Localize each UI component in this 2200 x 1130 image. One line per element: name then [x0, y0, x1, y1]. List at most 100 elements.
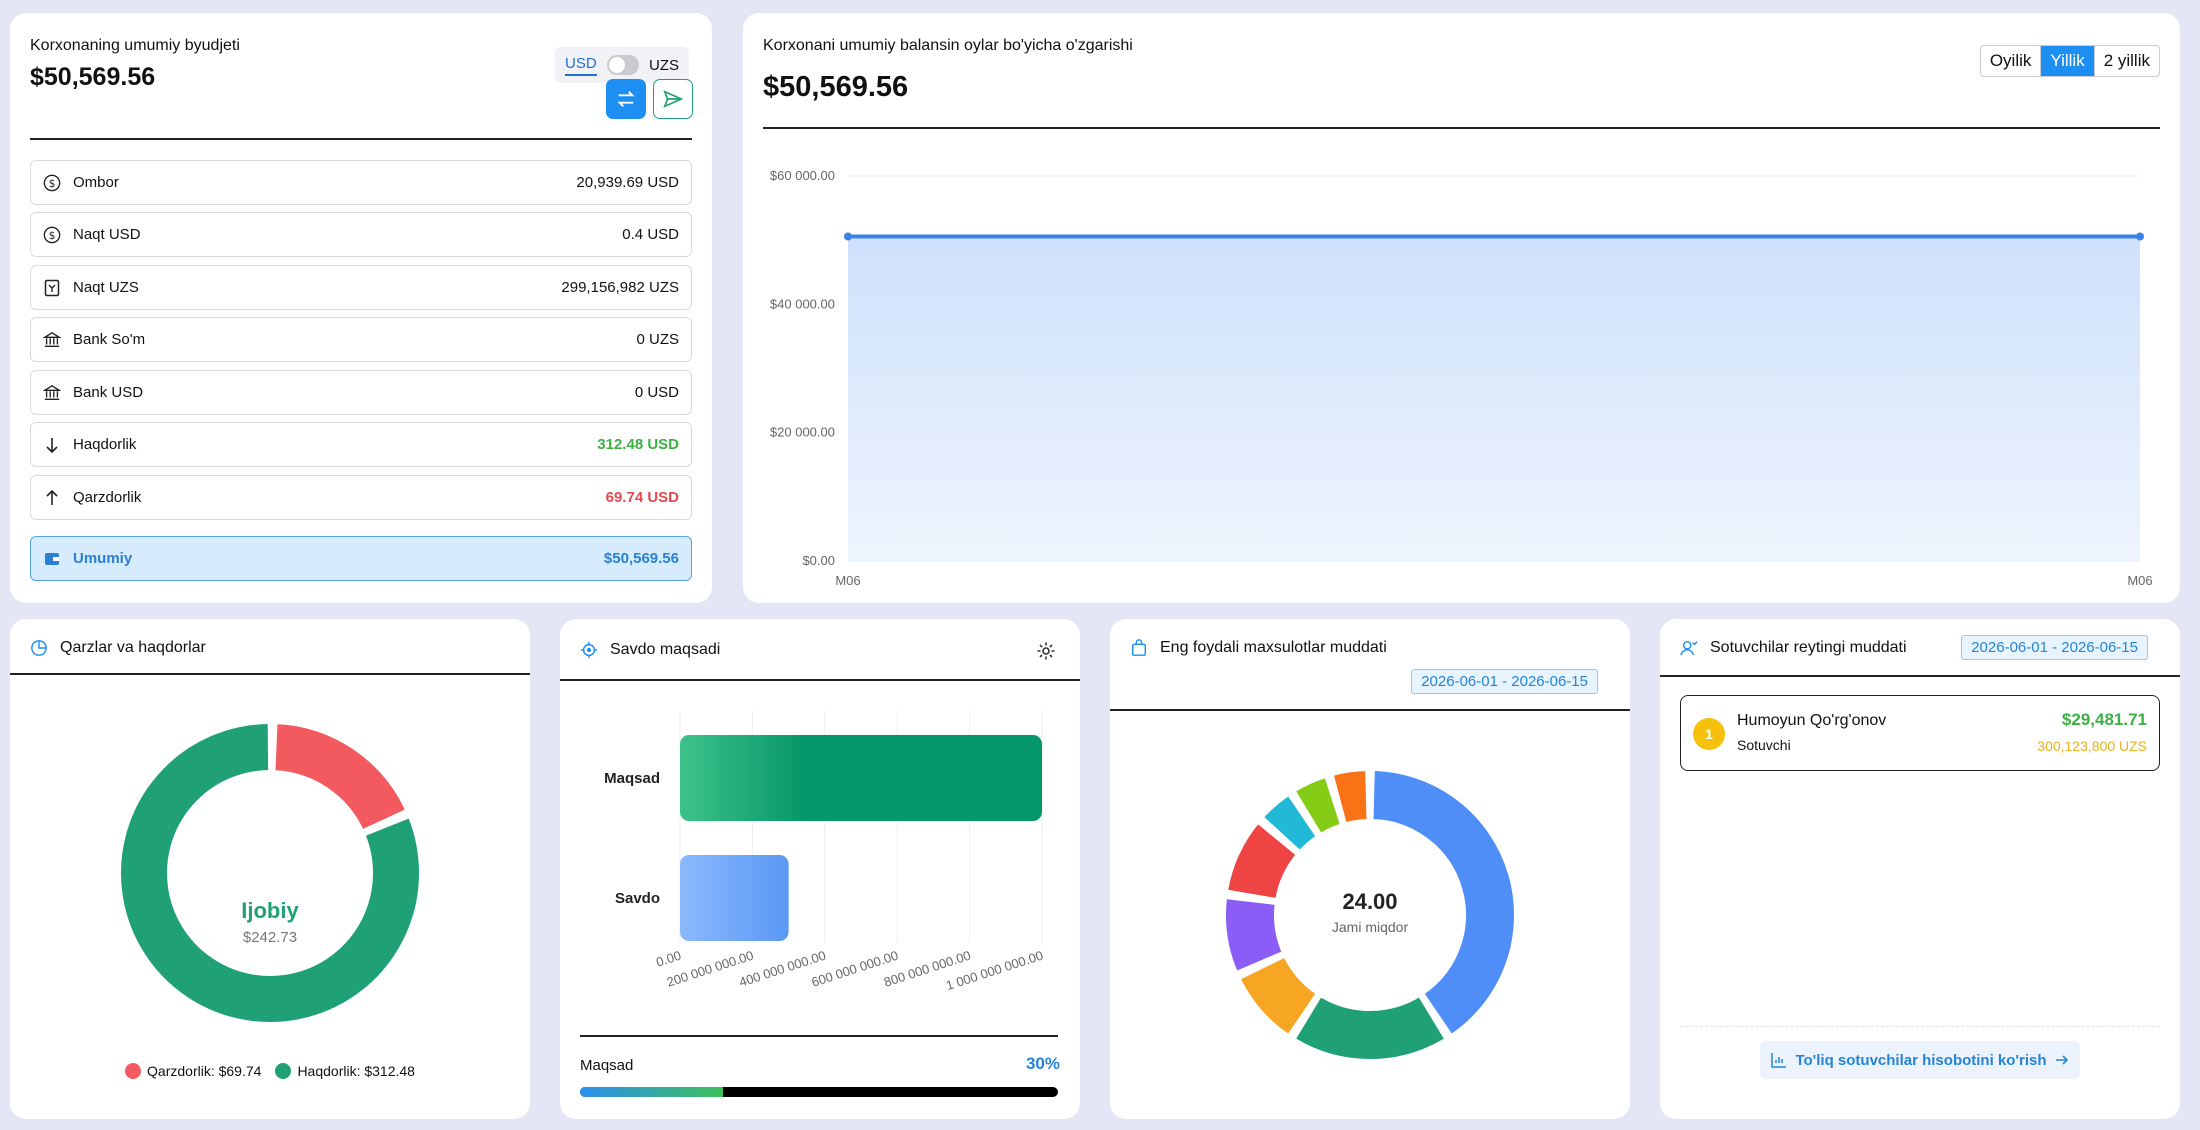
debts-title: Qarzlar va haqdorlar: [60, 639, 206, 656]
debts-slice-1[interactable]: [119, 722, 421, 1024]
products-title: Eng foydali maxsulotlar muddati: [1160, 639, 1387, 656]
sellers-footer-divider: [1680, 1026, 2160, 1027]
seller-item[interactable]: 1 Humoyun Qo'rg'onov Sotuvchi $29,481.71…: [1680, 695, 2160, 771]
bank-icon: [43, 384, 61, 402]
budget-row-bank-usd: Bank USD 0 USD: [30, 370, 692, 415]
budget-row-value: 0 UZS: [636, 331, 679, 348]
gear-icon[interactable]: [1036, 641, 1056, 661]
balance-title: Korxonani umumiy balansin oylar bo'yicha…: [763, 37, 1133, 54]
currency-toggle[interactable]: USD UZS: [555, 47, 689, 83]
product-slice-6[interactable]: [1293, 775, 1342, 835]
bar-chart-icon: [1771, 1053, 1787, 1068]
budget-row-label: Haqdorlik: [73, 436, 137, 453]
budget-row-label: Ombor: [73, 174, 119, 191]
product-slice-1[interactable]: [1293, 995, 1447, 1061]
sellers-date-range[interactable]: 2026-06-01 - 2026-06-15: [1961, 635, 2148, 660]
seller-usd: $29,481.71: [2061, 710, 2147, 729]
bar-maqsad[interactable]: [680, 735, 1042, 821]
budget-row-bank-som: Bank So'm 0 UZS: [30, 317, 692, 362]
x-tick-label: 0.00: [654, 948, 683, 970]
bank-icon: [43, 331, 61, 349]
products-date-range[interactable]: 2026-06-01 - 2026-06-15: [1411, 669, 1598, 694]
budget-row-value: 299,156,982 UZS: [561, 279, 679, 296]
seller-name: Humoyun Qo'rg'onov: [1737, 712, 1887, 729]
product-slice-2[interactable]: [1238, 955, 1318, 1036]
transfer-icon: [617, 91, 635, 107]
seller-uzs: 300,123,800 UZS: [2037, 738, 2147, 754]
y-tick-label: $20 000.00: [770, 425, 835, 440]
budget-row-value: 0.4 USD: [622, 226, 679, 243]
budget-row-label: Naqt USD: [73, 226, 141, 243]
balance-divider: [763, 127, 2160, 129]
svg-text:$: $: [49, 177, 56, 190]
currency-uzs-label[interactable]: UZS: [649, 56, 679, 74]
balance-amount: $50,569.56: [763, 71, 909, 103]
seller-role: Sotuvchi: [1737, 737, 1791, 753]
debts-slice-0[interactable]: [273, 722, 408, 832]
legend-haqdorlik-label: Haqdorlik: $312.48: [297, 1063, 415, 1079]
user-rating-icon: [1680, 640, 1698, 656]
sellers-divider: [1660, 675, 2180, 677]
bar-savdo[interactable]: [680, 855, 789, 941]
tab-2-yillik[interactable]: 2 yillik: [2093, 46, 2159, 76]
sales-goal-divider: [560, 679, 1080, 681]
balance-chart: $0.00 $20 000.00 $40 000.00 $60 000.00 M06 M…: [770, 168, 2153, 588]
sellers-title: Sotuvchilar reytingi muddati: [1710, 639, 1907, 656]
full-report-button[interactable]: To'liq sotuvchilar hisobotini ko'rish: [1760, 1041, 2080, 1079]
budget-row-value: 69.74 USD: [605, 489, 679, 506]
currency-usd-label[interactable]: USD: [565, 55, 597, 76]
sales-goal-card: Savdo maqsadi Maqsad Savdo 0.00 200 000 00…: [560, 619, 1080, 1119]
x-tick-label: M06: [2127, 573, 2152, 588]
legend-qarzdorlik[interactable]: Qarzdorlik: $69.74: [125, 1063, 261, 1079]
product-slice-0[interactable]: [1371, 769, 1516, 1036]
tab-yillik[interactable]: Yillik: [2040, 46, 2094, 76]
currency-switch[interactable]: [606, 55, 639, 75]
rank-medal: 1: [1693, 718, 1725, 750]
send-button[interactable]: [653, 79, 693, 119]
product-slice-7[interactable]: [1331, 769, 1369, 825]
progress-label: Maqsad: [580, 1057, 634, 1074]
donut-center-value: $242.73: [243, 929, 297, 946]
transfer-button[interactable]: [606, 79, 646, 119]
product-slice-3[interactable]: [1224, 897, 1284, 973]
budget-row-value: 20,939.69 USD: [576, 174, 679, 191]
product-slice-4[interactable]: [1226, 821, 1298, 901]
dollar-circle-icon: $: [43, 174, 61, 192]
product-slice-5[interactable]: [1261, 794, 1318, 852]
y-tick-label: $40 000.00: [770, 296, 835, 311]
legend-haqdorlik[interactable]: Haqdorlik: $312.48: [275, 1063, 415, 1079]
tab-oyilik[interactable]: Oyilik: [1989, 51, 2032, 70]
products-donut: 24.00 Jami miqdor: [1224, 769, 1516, 1061]
balance-point[interactable]: [844, 232, 852, 241]
balance-area: [848, 236, 2140, 561]
budget-row-total: Umumiy $50,569.56: [30, 536, 692, 581]
debts-card: Qarzlar va haqdorlar Ijobiy $242.73 Qarz…: [10, 619, 530, 1119]
budget-row-qarzdorlik: Qarzdorlik 69.74 USD: [30, 475, 692, 520]
debts-donut: Ijobiy $242.73: [119, 722, 421, 1024]
budget-row-label: Bank So'm: [73, 331, 146, 348]
budget-row-naqt-usd: $ Naqt USD 0.4 USD: [30, 212, 692, 257]
sellers-card: Sotuvchilar reytingi muddati 2026-06-01 …: [1660, 619, 2180, 1119]
full-report-label: To'liq sotuvchilar hisobotini ko'rish: [1795, 1051, 2047, 1069]
budget-row-value: 0 USD: [634, 384, 679, 401]
legend-qarzdorlik-label: Qarzdorlik: $69.74: [147, 1063, 262, 1079]
y-tick-label: $0.00: [802, 553, 835, 568]
budget-row-label: Naqt UZS: [73, 279, 139, 296]
x-tick-label: M06: [835, 573, 860, 588]
products-divider: [1110, 709, 1630, 711]
arrow-right-icon: [2055, 1055, 2068, 1065]
progress-divider: [580, 1035, 1058, 1037]
arrow-up-icon: [43, 489, 61, 507]
pie-chart-icon: [31, 640, 47, 656]
balance-point[interactable]: [2136, 232, 2144, 241]
target-icon: [580, 641, 598, 659]
budget-divider: [30, 138, 692, 140]
debts-divider: [10, 673, 530, 675]
budget-total-label: Umumiy: [73, 550, 133, 567]
arrow-down-icon: [43, 436, 61, 454]
budget-title: Korxonaning umumiy byudjeti: [30, 37, 240, 54]
period-tabs[interactable]: Oyilik Yillik 2 yillik: [1979, 45, 2160, 77]
balance-card: Korxonani umumiy balansin oylar bo'yicha…: [743, 13, 2180, 603]
budget-card: Korxonaning umumiy byudjeti $50,569.56 U…: [10, 13, 712, 603]
